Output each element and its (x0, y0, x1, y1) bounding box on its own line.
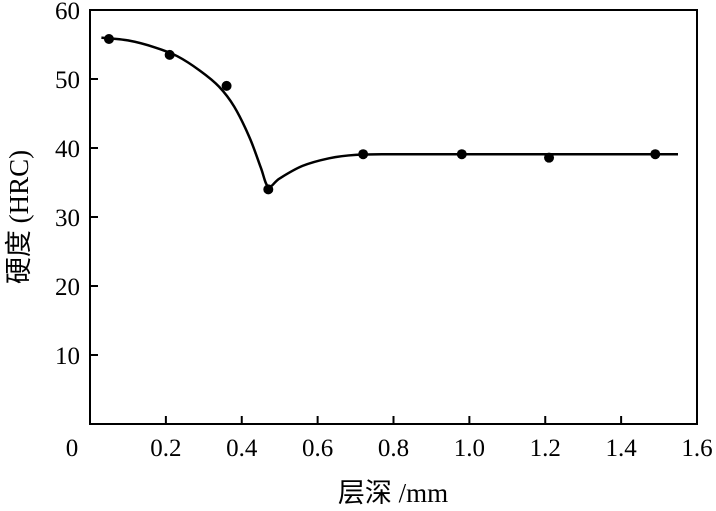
x-tick-label: 1.6 (681, 435, 712, 462)
data-point (544, 152, 555, 163)
x-tick-label: 0 (66, 435, 79, 462)
plot-frame (89, 9, 698, 425)
data-point (164, 49, 175, 60)
y-tick-label: 60 (55, 0, 80, 25)
tick-labels: 0 0.2 0.4 0.6 0.8 1.0 1.2 1.4 1.6 10 20 30 40 50 60 (55, 0, 713, 462)
y-tick-label: 40 (55, 136, 80, 163)
x-tick-label: 1.0 (454, 435, 485, 462)
x-tick-label: 0.4 (226, 435, 258, 462)
data-point (456, 149, 467, 160)
data-point (221, 80, 232, 91)
y-tick-label: 50 (55, 67, 80, 94)
x-tick-label: 0.2 (150, 435, 181, 462)
data-markers (103, 33, 661, 195)
x-tick-label: 0.6 (302, 435, 333, 462)
data-point (650, 149, 661, 160)
x-tick-label: 0.8 (378, 435, 409, 462)
x-tick-label: 1.4 (606, 435, 638, 462)
x-axis-title: 层深 /mm (338, 478, 448, 508)
y-tick-label: 30 (55, 205, 80, 232)
x-tick-label: 1.2 (530, 435, 561, 462)
hardness-curve (101, 36, 678, 189)
data-point (103, 33, 114, 44)
data-point (358, 149, 369, 160)
data-point (263, 184, 274, 195)
y-axis-title: 硬度 (HRC) (4, 150, 34, 284)
axis-ticks (90, 78, 623, 424)
y-tick-label: 20 (55, 274, 80, 301)
y-tick-label: 10 (55, 343, 80, 370)
